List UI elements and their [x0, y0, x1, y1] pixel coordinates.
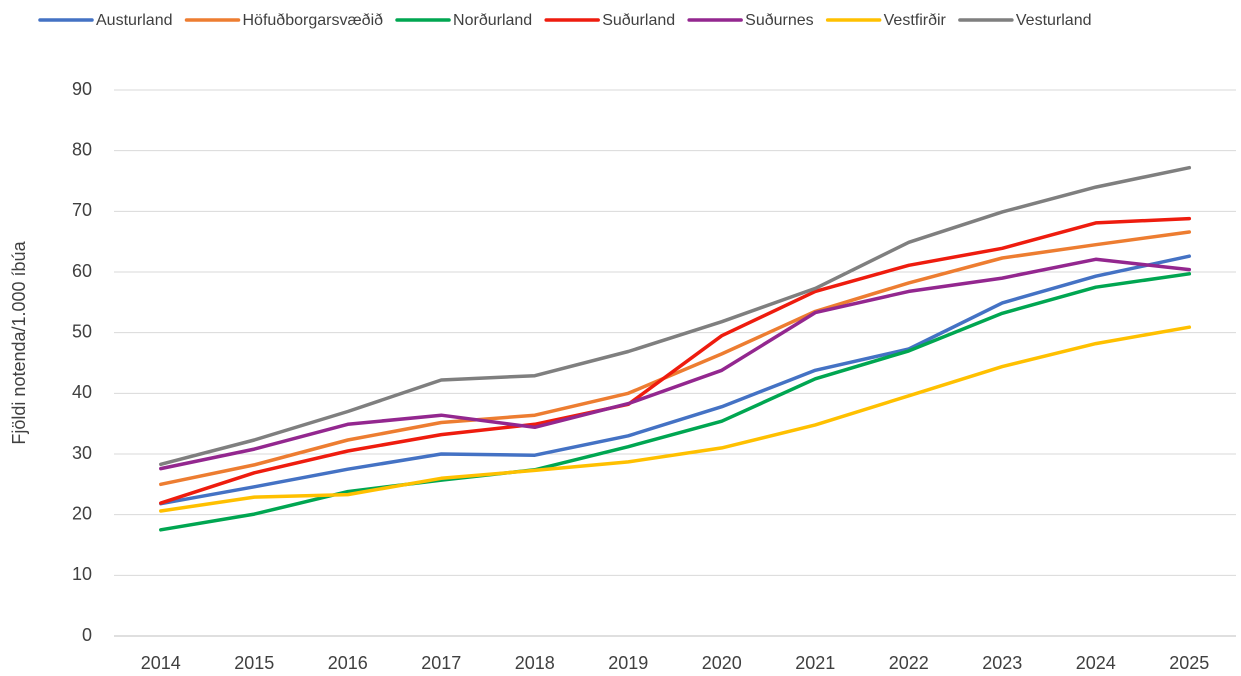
x-tick-label: 2021 — [795, 653, 835, 673]
series-line — [159, 216, 1192, 505]
legend-label: Vestfirðir — [884, 12, 947, 29]
y-tick-label: 40 — [72, 382, 92, 402]
legend-label: Höfuðborgarsvæðið — [243, 12, 384, 29]
x-tick-label: 2016 — [328, 653, 368, 673]
y-tick-label: 90 — [72, 79, 92, 99]
x-tick-label: 2018 — [515, 653, 555, 673]
legend-label: Vesturland — [1016, 12, 1092, 29]
x-tick-label: 2024 — [1076, 653, 1116, 673]
x-tick-label: 2015 — [234, 653, 274, 673]
y-tick-label: 70 — [72, 200, 92, 220]
y-axis-label: Fjöldi notenda/1.000 íbúa — [9, 240, 29, 444]
x-tick-label: 2019 — [608, 653, 648, 673]
y-tick-label: 80 — [72, 139, 92, 159]
x-tick-label: 2022 — [889, 653, 929, 673]
x-tick-label: 2020 — [702, 653, 742, 673]
y-tick-label: 30 — [72, 443, 92, 463]
series-line — [159, 272, 1192, 532]
x-tick-label: 2014 — [141, 653, 181, 673]
x-tick-label: 2025 — [1169, 653, 1209, 673]
x-tick-label: 2023 — [982, 653, 1022, 673]
series-line — [159, 257, 1192, 471]
series-line — [159, 325, 1192, 513]
y-tick-label: 10 — [72, 564, 92, 584]
legend-label: Austurland — [96, 12, 173, 29]
series-line — [159, 254, 1192, 506]
x-tick-label: 2017 — [421, 653, 461, 673]
series-line — [159, 230, 1192, 487]
legend-label: Norðurland — [453, 12, 532, 29]
series-line — [159, 165, 1192, 467]
y-tick-label: 0 — [82, 625, 92, 645]
y-tick-label: 50 — [72, 321, 92, 341]
y-tick-label: 20 — [72, 503, 92, 523]
legend-label: Suðurland — [602, 12, 675, 29]
y-tick-label: 60 — [72, 261, 92, 281]
legend-label: Suðurnes — [745, 12, 814, 29]
